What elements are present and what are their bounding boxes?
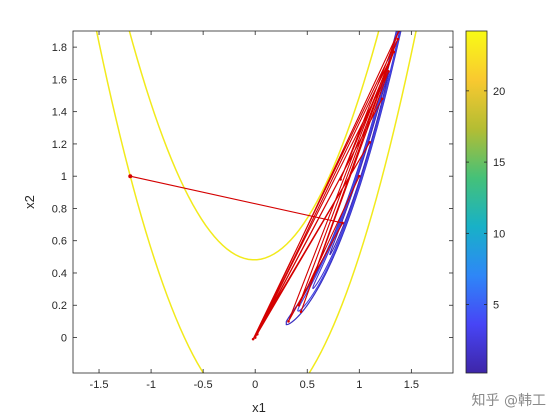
y-tick-label: 0.4	[52, 268, 67, 280]
x-tick-label: -0.5	[194, 379, 213, 391]
x-tick-label: 1	[356, 379, 362, 391]
path-point	[339, 178, 342, 181]
path-point	[396, 37, 400, 41]
y-tick-label: 1.8	[52, 42, 67, 54]
path-point	[341, 221, 344, 225]
contour-line-inner	[297, 31, 401, 312]
y-tick-label: 0.2	[52, 300, 67, 312]
path-line	[130, 31, 400, 340]
y-tick-label: 0.8	[52, 203, 67, 215]
path-point	[299, 310, 303, 313]
colorbar-ticks: 5 10 15 20	[466, 86, 505, 312]
y-tick-label: 1.2	[52, 139, 67, 151]
path-point	[392, 50, 395, 54]
y-tick-label: 0	[61, 333, 67, 345]
colorbar-tick-label: 5	[493, 300, 499, 312]
path-point	[253, 336, 257, 339]
path-point	[287, 320, 290, 323]
y-axis-label: x2	[22, 195, 37, 209]
x-axis-label: x1	[252, 400, 266, 415]
x-tick-label: 0.5	[300, 379, 315, 391]
colorbar-tick-label: 10	[493, 228, 505, 240]
y-axis-ticks: 0 0.2 0.4 0.6 0.8 1 1.2 1.4 1.6 1.8	[52, 42, 453, 345]
colorbar	[465, 30, 488, 374]
plot-area	[73, 31, 453, 373]
contour-line-inner	[312, 31, 401, 290]
contour-lines	[95, 31, 417, 373]
optimization-path	[128, 31, 401, 341]
watermark: 知乎 @韩工	[471, 393, 546, 409]
path-point	[358, 174, 361, 178]
y-tick-label: 0.6	[52, 236, 67, 248]
colorbar-tick-label: 20	[493, 86, 505, 98]
path-point	[255, 332, 259, 336]
contour-line	[95, 31, 417, 373]
x-tick-label: -1	[146, 379, 156, 391]
x-tick-label: 0	[252, 379, 258, 391]
y-tick-label: 1	[61, 171, 67, 183]
y-tick-label: 1.4	[52, 107, 67, 119]
x-tick-label: -1.5	[90, 379, 109, 391]
path-point	[380, 97, 384, 101]
path-point	[387, 70, 390, 73]
x-axis-ticks: -1.5 -1 -0.5 0 0.5 1 1.5	[90, 31, 419, 391]
plot-frame	[72, 30, 454, 374]
y-tick-label: 1.6	[52, 74, 67, 86]
path-point	[251, 337, 255, 341]
colorbar-tick-label: 15	[493, 157, 505, 169]
path-point	[297, 303, 301, 307]
contour-line	[285, 31, 402, 326]
path-point	[368, 141, 372, 144]
x-tick-label: 1.5	[404, 379, 419, 391]
start-point	[128, 174, 133, 179]
